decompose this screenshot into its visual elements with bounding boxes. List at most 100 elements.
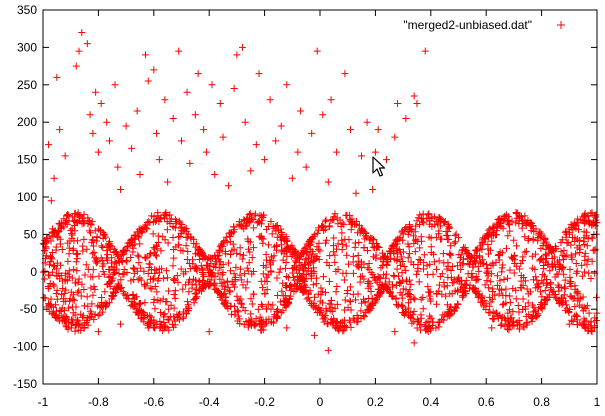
data-point bbox=[164, 239, 172, 247]
data-point bbox=[568, 253, 576, 261]
data-point bbox=[534, 237, 542, 245]
data-point bbox=[91, 254, 99, 262]
data-points bbox=[39, 28, 601, 354]
outlier-point bbox=[47, 197, 55, 205]
data-point bbox=[370, 236, 378, 244]
data-point bbox=[361, 299, 369, 307]
data-point bbox=[95, 272, 103, 280]
data-point bbox=[283, 237, 291, 245]
data-point bbox=[220, 278, 228, 286]
data-point bbox=[417, 295, 425, 303]
data-point bbox=[333, 300, 341, 308]
data-point bbox=[247, 295, 255, 303]
data-point bbox=[134, 276, 142, 284]
x-tick-label: 0.2 bbox=[367, 395, 384, 409]
data-point bbox=[90, 283, 98, 291]
data-point bbox=[156, 297, 164, 305]
data-point bbox=[369, 270, 377, 278]
data-point bbox=[87, 284, 95, 292]
data-point bbox=[141, 311, 149, 319]
outlier-point bbox=[75, 47, 83, 55]
data-point bbox=[317, 284, 325, 292]
data-point bbox=[430, 258, 438, 266]
data-point bbox=[529, 235, 537, 243]
data-point bbox=[482, 300, 490, 308]
data-point bbox=[52, 311, 60, 319]
data-point bbox=[487, 246, 495, 254]
outlier-point bbox=[205, 328, 213, 336]
data-point bbox=[281, 264, 289, 272]
data-point bbox=[71, 327, 79, 335]
data-point bbox=[557, 248, 565, 256]
outlier-point bbox=[186, 159, 194, 167]
data-point bbox=[250, 290, 258, 298]
data-point bbox=[321, 315, 329, 323]
outlier-point bbox=[194, 70, 202, 78]
data-point bbox=[53, 265, 61, 273]
data-point bbox=[426, 312, 434, 320]
data-point bbox=[478, 292, 486, 300]
data-point bbox=[123, 294, 131, 302]
data-point bbox=[123, 258, 131, 266]
data-point bbox=[68, 274, 76, 282]
data-point bbox=[510, 269, 518, 277]
data-point bbox=[244, 235, 252, 243]
data-point bbox=[440, 218, 448, 226]
data-point bbox=[561, 306, 569, 314]
outlier-point bbox=[247, 167, 255, 175]
data-point bbox=[526, 218, 534, 226]
data-point bbox=[211, 279, 219, 287]
data-point bbox=[140, 267, 148, 275]
data-point bbox=[156, 324, 164, 332]
data-point bbox=[475, 267, 483, 275]
data-point bbox=[519, 281, 527, 289]
outlier-point bbox=[97, 100, 105, 107]
data-point bbox=[394, 235, 402, 243]
data-point bbox=[259, 239, 267, 247]
data-point bbox=[383, 283, 391, 291]
data-point bbox=[211, 273, 219, 281]
data-point bbox=[96, 227, 104, 235]
data-point bbox=[555, 283, 563, 291]
data-point bbox=[276, 265, 284, 273]
data-point bbox=[73, 255, 81, 263]
data-point bbox=[53, 286, 61, 294]
y-tick-label: -50 bbox=[20, 302, 38, 316]
data-point bbox=[418, 218, 426, 226]
data-point bbox=[525, 311, 533, 319]
outlier-point bbox=[369, 186, 377, 194]
data-point bbox=[41, 267, 49, 275]
data-point bbox=[591, 213, 599, 221]
data-point bbox=[539, 271, 547, 279]
data-point bbox=[338, 229, 346, 237]
data-point bbox=[536, 256, 544, 264]
data-point bbox=[555, 300, 563, 308]
data-point bbox=[83, 245, 91, 253]
data-point bbox=[306, 287, 314, 295]
data-point bbox=[232, 263, 240, 271]
data-point bbox=[136, 274, 144, 282]
data-point bbox=[274, 291, 282, 299]
data-point bbox=[87, 313, 95, 321]
data-point bbox=[63, 220, 71, 228]
data-point bbox=[573, 289, 581, 297]
data-point bbox=[263, 305, 271, 313]
data-point bbox=[528, 264, 536, 272]
data-point bbox=[494, 314, 502, 322]
data-point bbox=[48, 268, 56, 276]
data-point bbox=[454, 275, 462, 283]
legend-label: "merged2-unbiased.dat" bbox=[403, 18, 532, 32]
data-point bbox=[323, 320, 331, 328]
data-point bbox=[190, 299, 198, 307]
data-point bbox=[111, 269, 119, 277]
data-point bbox=[530, 228, 538, 236]
data-point bbox=[573, 244, 581, 252]
data-point bbox=[574, 215, 582, 223]
data-point bbox=[205, 282, 213, 290]
data-point bbox=[316, 247, 324, 255]
data-point bbox=[275, 268, 283, 276]
data-point bbox=[263, 256, 271, 264]
data-point bbox=[47, 253, 55, 261]
data-point bbox=[496, 285, 504, 293]
data-point bbox=[330, 215, 338, 223]
